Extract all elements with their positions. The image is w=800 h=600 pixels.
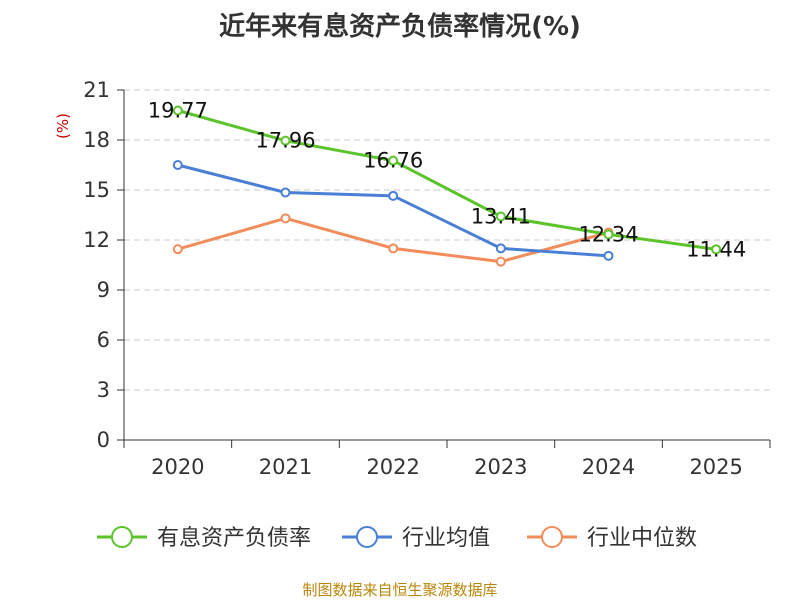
- y-tick-label: 9: [97, 278, 110, 302]
- y-tick-label: 15: [83, 178, 110, 202]
- data-point: [280, 213, 291, 224]
- series-line-1: [177, 163, 609, 258]
- x-tick-label: 2023: [474, 455, 527, 479]
- legend-label: 行业均值: [402, 526, 490, 551]
- legend-marker: [356, 526, 378, 548]
- y-tick-label: 21: [83, 78, 110, 102]
- data-point: [172, 105, 183, 116]
- data-point: [711, 244, 722, 255]
- data-point: [280, 187, 291, 198]
- legend-marker: [541, 526, 563, 548]
- data-point: [280, 135, 291, 146]
- chart-title: 近年来有息资产负债率情况(%): [219, 12, 581, 42]
- x-tick-label: 2022: [366, 455, 419, 479]
- y-tick-label: 12: [83, 228, 110, 252]
- data-point: [172, 244, 183, 255]
- data-label: 17.96: [255, 129, 315, 153]
- data-point: [388, 155, 399, 166]
- y-tick-label: 3: [97, 378, 110, 402]
- data-point: [388, 190, 399, 201]
- data-point: [495, 243, 506, 254]
- data-point: [495, 211, 506, 222]
- x-tick-label: 2021: [259, 455, 312, 479]
- y-tick-label: 18: [83, 128, 110, 152]
- data-label: 12.34: [578, 222, 638, 246]
- data-label: 16.76: [363, 149, 423, 173]
- y-axis-unit: (%): [54, 113, 72, 139]
- y-tick-label: 0: [97, 428, 110, 452]
- y-tick-label: 6: [97, 328, 110, 352]
- legend-marker: [111, 526, 133, 548]
- data-point: [603, 229, 614, 240]
- data-point: [495, 256, 506, 267]
- legend-label: 行业中位数: [587, 526, 697, 551]
- data-point: [172, 160, 183, 170]
- series-line-0: [177, 109, 717, 251]
- x-tick-label: 2024: [582, 455, 635, 479]
- data-label: 11.44: [686, 237, 746, 261]
- data-label: 13.41: [471, 205, 531, 229]
- source-note: 制图数据来自恒生聚源数据库: [302, 581, 498, 599]
- data-point: [603, 250, 614, 261]
- data-point: [388, 243, 399, 254]
- x-tick-label: 2025: [689, 455, 742, 479]
- x-tick-label: 2020: [151, 455, 204, 479]
- legend-label: 有息资产负债率: [157, 526, 311, 551]
- data-label: 19.77: [148, 99, 208, 123]
